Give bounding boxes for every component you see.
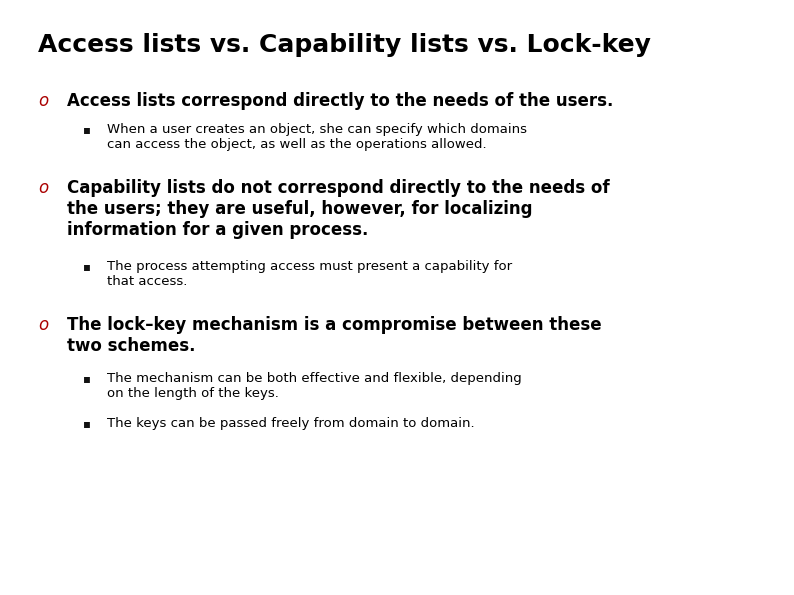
Text: o: o (38, 92, 48, 110)
Text: The keys can be passed freely from domain to domain.: The keys can be passed freely from domai… (107, 417, 475, 430)
Text: ▪: ▪ (83, 372, 91, 385)
Text: o: o (38, 316, 48, 334)
Text: Capability lists do not correspond directly to the needs of
the users; they are : Capability lists do not correspond direc… (67, 179, 610, 239)
Text: When a user creates an object, she can specify which domains
can access the obje: When a user creates an object, she can s… (107, 123, 527, 151)
Text: ▪: ▪ (83, 123, 91, 136)
Text: ▪: ▪ (83, 260, 91, 273)
Text: Access lists correspond directly to the needs of the users.: Access lists correspond directly to the … (67, 92, 614, 110)
Text: The lock–key mechanism is a compromise between these
two schemes.: The lock–key mechanism is a compromise b… (67, 316, 602, 355)
Text: Access lists vs. Capability lists vs. Lock-key: Access lists vs. Capability lists vs. Lo… (38, 33, 651, 57)
Text: ▪: ▪ (83, 417, 91, 430)
Text: The process attempting access must present a capability for
that access.: The process attempting access must prese… (107, 260, 512, 288)
Text: o: o (38, 179, 48, 197)
Text: The mechanism can be both effective and flexible, depending
on the length of the: The mechanism can be both effective and … (107, 372, 522, 400)
